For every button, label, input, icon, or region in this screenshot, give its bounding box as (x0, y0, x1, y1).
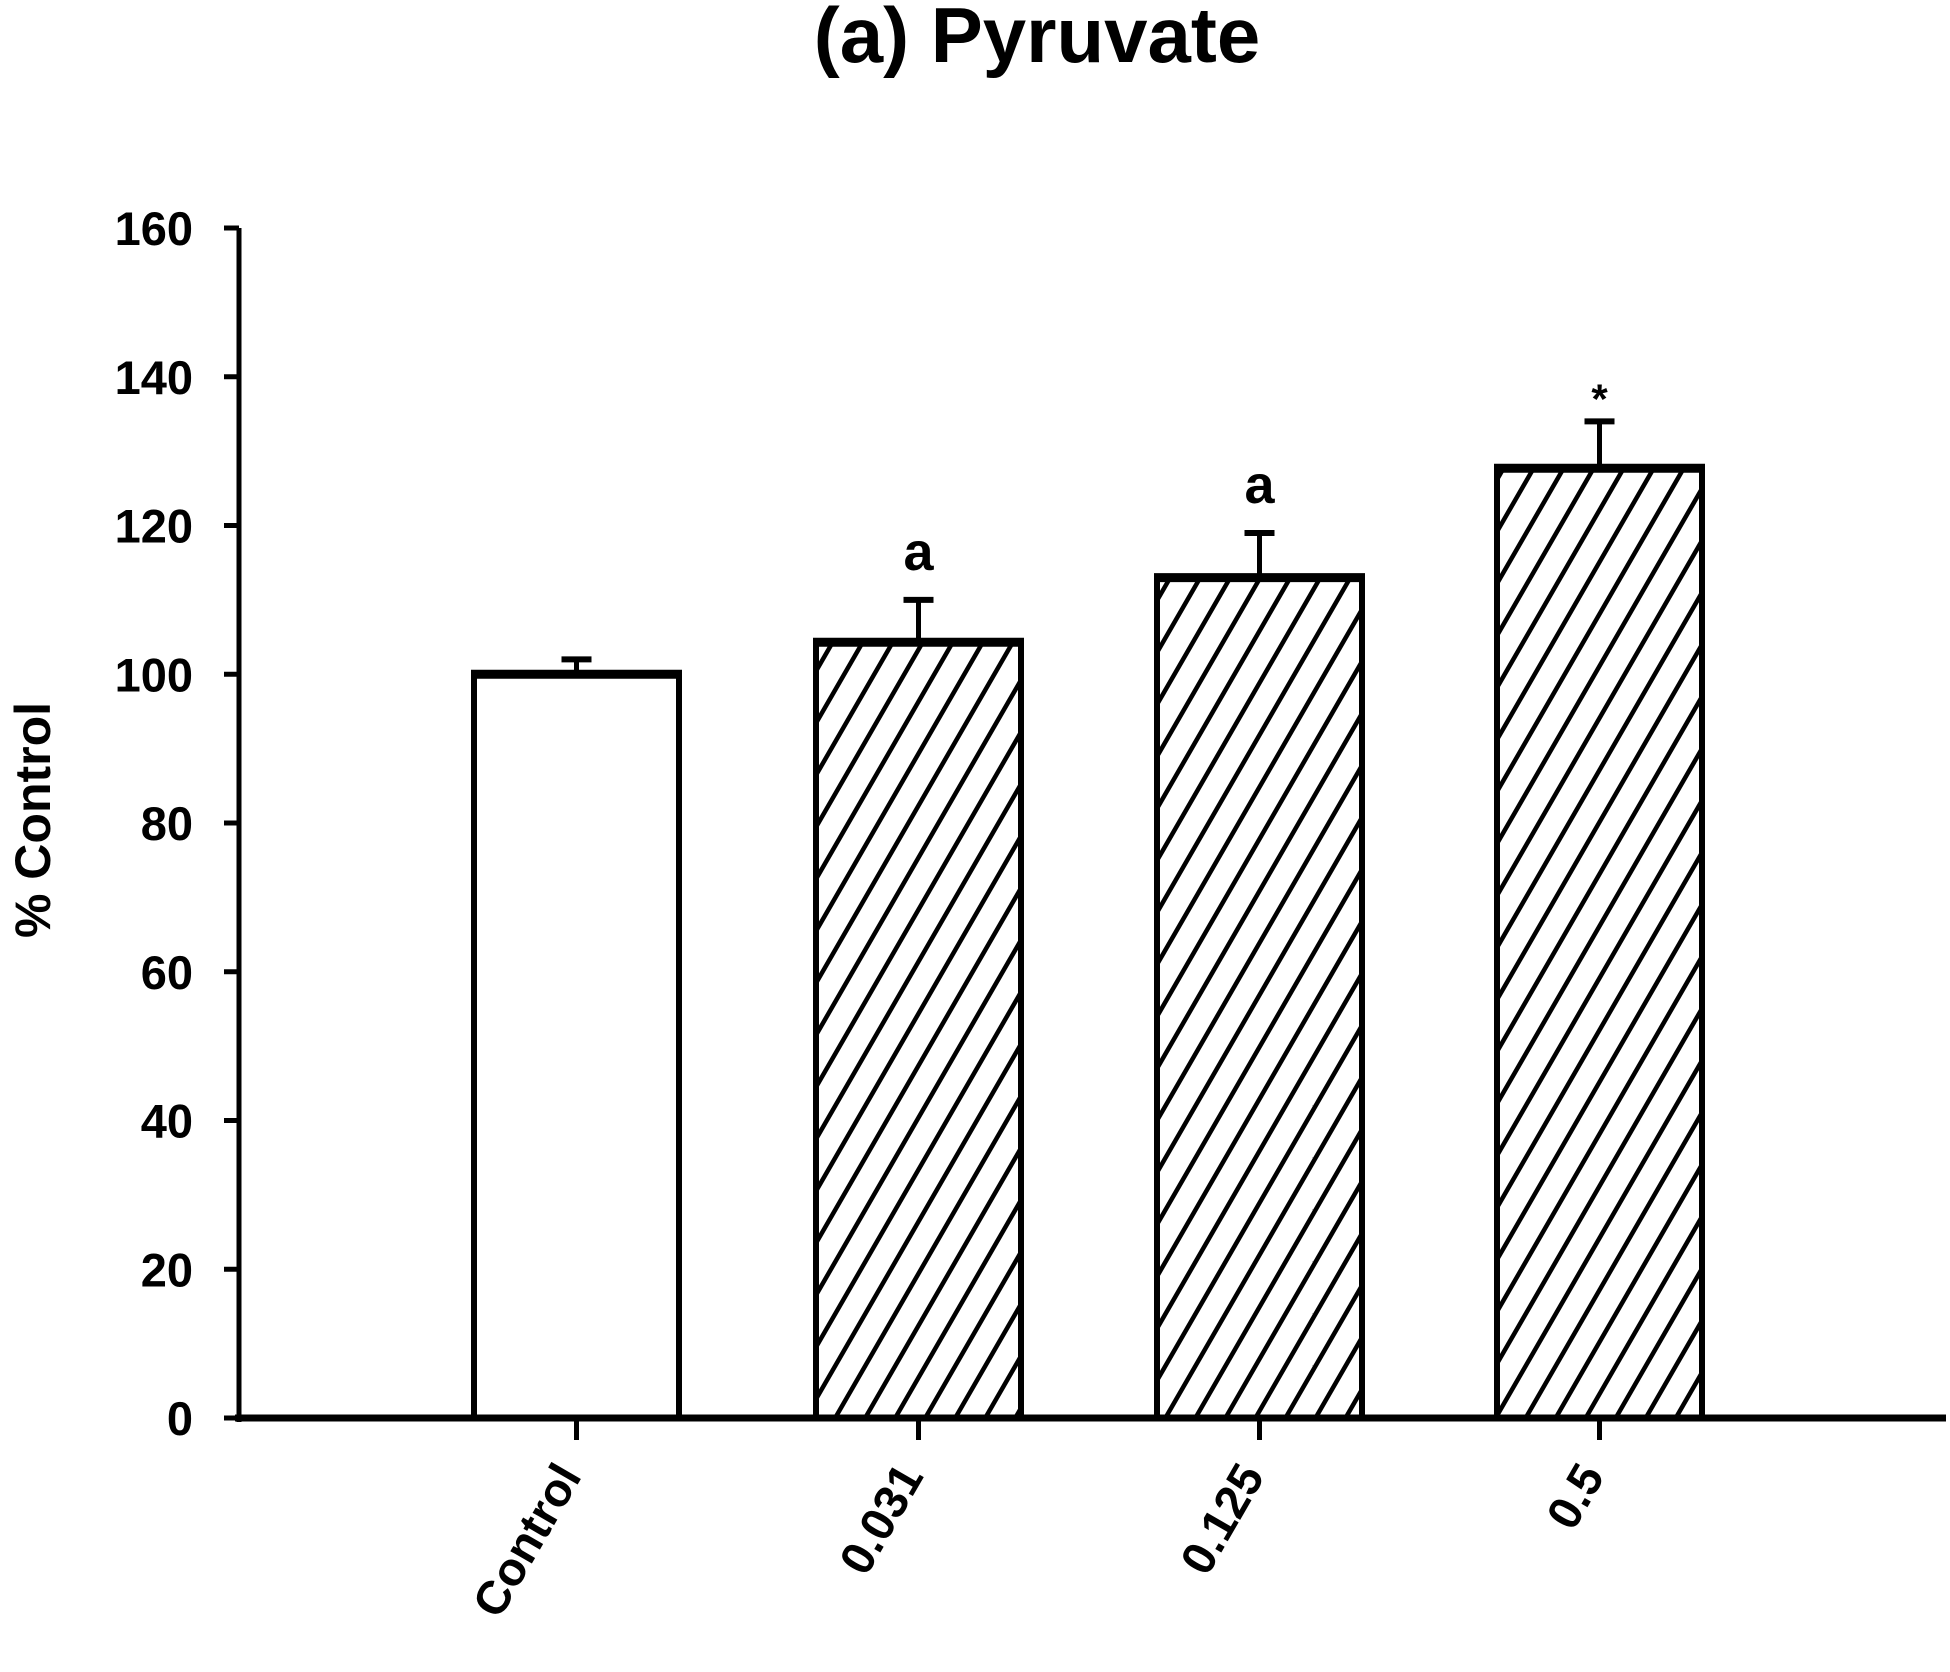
y-tick-label: 40 (141, 1095, 193, 1148)
bar-Control (471, 656, 682, 1421)
chart-title: (a) Pyruvate (814, 0, 1261, 79)
bar-0.125: a (1154, 455, 1365, 1421)
y-tick-label: 60 (141, 946, 193, 999)
bar-0.031: a (813, 522, 1024, 1421)
y-axis: 0 20 40 60 80 100 120 140 160 (115, 202, 242, 1445)
x-tick-label: 0.5 (1536, 1455, 1615, 1538)
y-tick-label: 100 (115, 648, 193, 701)
x-tick-label: 0.125 (1169, 1455, 1274, 1583)
bar-rect (471, 671, 682, 1421)
significance-marker: a (903, 522, 934, 582)
y-tick-label: 160 (115, 202, 193, 255)
bar-0.5: * (1494, 375, 1705, 1421)
x-axis: Control 0.031 0.125 0.5 (235, 1414, 1946, 1626)
significance-marker: * (1591, 375, 1608, 422)
y-tick-label: 120 (115, 500, 193, 553)
significance-marker: a (1244, 455, 1275, 515)
bar-rect (1154, 574, 1365, 1421)
y-axis-label: % Control (5, 702, 61, 938)
x-tick-label: Control (462, 1455, 591, 1626)
y-tick-label: 20 (141, 1243, 193, 1296)
y-tick-label: 80 (141, 797, 193, 850)
bar-rect (813, 639, 1024, 1421)
y-tick-label: 140 (115, 351, 193, 404)
bar-rect (1494, 465, 1705, 1421)
x-tick-label: 0.031 (828, 1455, 933, 1583)
y-tick-label: 0 (167, 1392, 193, 1445)
bars: a a * (471, 375, 1705, 1421)
